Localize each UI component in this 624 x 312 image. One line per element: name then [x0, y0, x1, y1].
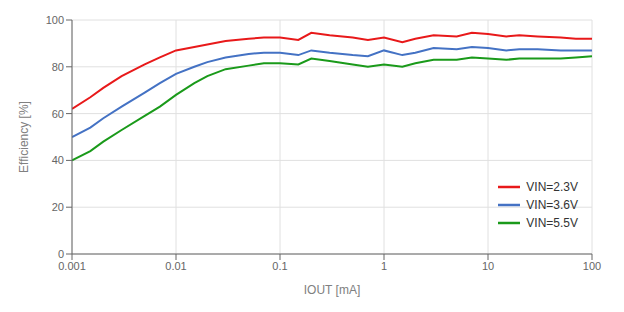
- html-text:VIN=3.6V: VIN=3.6V: [526, 198, 578, 212]
- svg-text:Efficiency [%]: Efficiency [%]: [17, 101, 31, 173]
- svg-text:60: 60: [52, 108, 64, 120]
- svg-text:IOUT [mA]: IOUT [mA]: [304, 283, 360, 297]
- svg-text:40: 40: [52, 154, 64, 166]
- svg-text:100: 100: [583, 260, 601, 272]
- svg-text:20: 20: [52, 201, 64, 213]
- svg-text:80: 80: [52, 61, 64, 73]
- svg-text:0.001: 0.001: [58, 260, 86, 272]
- svg-text:1: 1: [381, 260, 387, 272]
- svg-text:0.01: 0.01: [165, 260, 186, 272]
- svg-text:10: 10: [482, 260, 494, 272]
- svg-text:0.1: 0.1: [272, 260, 287, 272]
- svg-text:0: 0: [58, 248, 64, 260]
- svg-text:100: 100: [46, 14, 64, 26]
- html-text:VIN=2.3V: VIN=2.3V: [526, 180, 578, 194]
- html-text:VIN=5.5V: VIN=5.5V: [526, 216, 578, 230]
